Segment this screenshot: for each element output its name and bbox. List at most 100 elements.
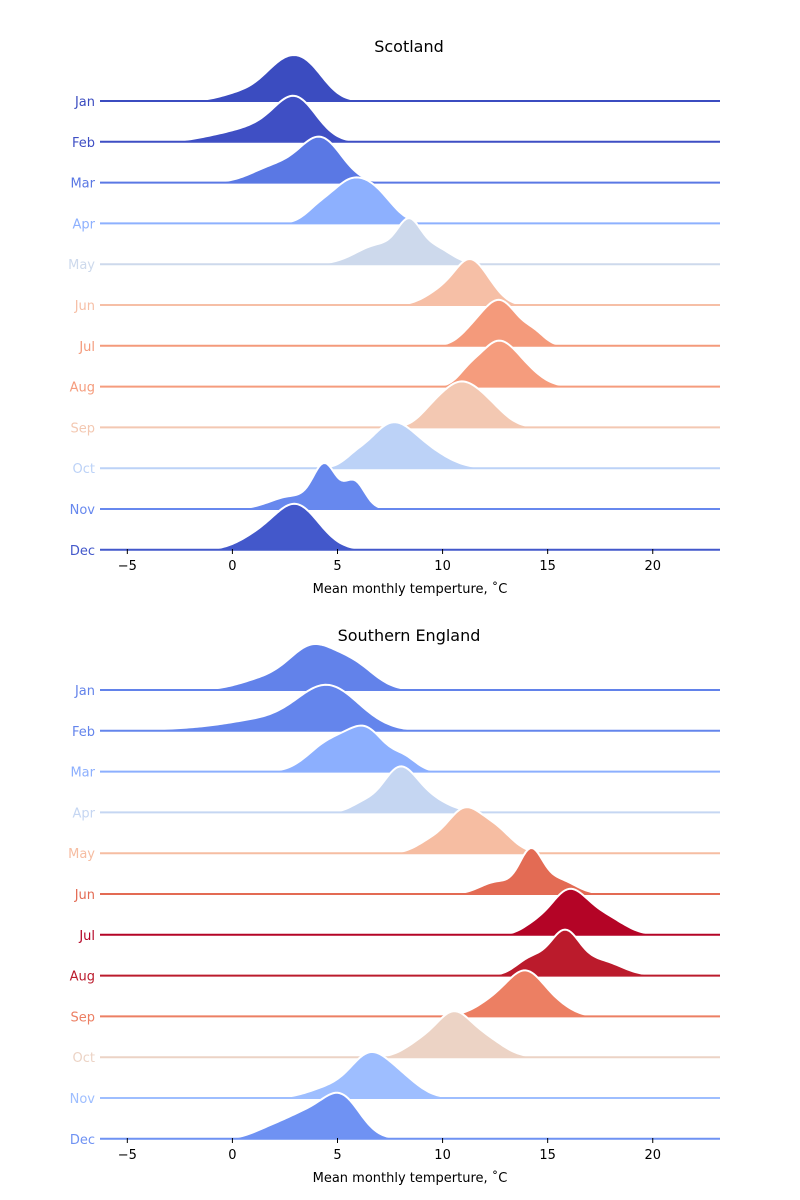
density-outline (100, 463, 720, 509)
ridge-row-may: May (68, 807, 720, 862)
row-label: Mar (70, 177, 95, 192)
ridge-row-aug: Aug (70, 341, 720, 396)
x-tick-label: 15 (539, 1148, 556, 1163)
x-tick-label: 5 (333, 1148, 341, 1163)
row-label: Jan (74, 684, 95, 699)
x-tick-label: 5 (333, 559, 341, 574)
ridge-row-jan: Jan (74, 644, 720, 699)
row-label: Jun (74, 299, 95, 314)
density-fill (100, 55, 720, 101)
density-outline (100, 1093, 720, 1139)
x-axis: −5 0 5 10 15 20 (118, 1138, 661, 1163)
x-tick-label: 0 (228, 559, 236, 574)
x-tick-label: 20 (644, 559, 661, 574)
density-fill (100, 644, 720, 690)
row-label: Feb (72, 725, 95, 740)
ridge-row-jun: Jun (74, 259, 720, 314)
row-label: May (68, 847, 95, 862)
ridge-row-apr: Apr (73, 177, 721, 232)
row-label: Nov (70, 503, 96, 518)
density-fill (100, 463, 720, 509)
row-label: Nov (70, 1092, 96, 1107)
density-fill (100, 766, 720, 812)
ridge-row-feb: Feb (72, 685, 720, 740)
density-outline (100, 807, 720, 853)
density-outline (100, 685, 720, 731)
ridge-row-dec: Dec (70, 504, 720, 559)
density-outline (100, 55, 720, 101)
density-fill (100, 685, 720, 731)
density-outline (100, 259, 720, 305)
row-label: Jun (74, 888, 95, 903)
row-label: Jul (78, 929, 95, 944)
density-outline (100, 930, 720, 976)
row-label: Mar (70, 766, 95, 781)
ridge-row-oct: Oct (73, 1011, 720, 1066)
density-fill (100, 1011, 720, 1057)
density-fill (100, 259, 720, 305)
row-label: Feb (72, 136, 95, 151)
chart-title: Southern England (338, 626, 481, 645)
x-tick-label: 10 (434, 1148, 451, 1163)
density-outline (100, 177, 720, 223)
row-label: Aug (70, 381, 95, 396)
chart-title: Scotland (374, 37, 444, 56)
x-tick-label: −5 (118, 1148, 137, 1163)
panel-southern-england: Southern England Jan Feb Mar Apr May Jun Jul Au… (68, 626, 720, 1186)
row-label: Oct (73, 1051, 95, 1066)
ridge-row-nov: Nov (70, 1052, 720, 1107)
row-label: Oct (73, 462, 95, 477)
density-fill (100, 726, 720, 772)
density-fill (100, 889, 720, 935)
ridge-row-mar: Mar (70, 137, 720, 192)
row-label: Sep (70, 421, 95, 436)
panel-scotland: Scotland Jan Feb Mar Apr May Jun Jul Aug Sep Oct N… (68, 37, 720, 597)
ridge-row-feb: Feb (72, 96, 720, 151)
row-label: Jan (74, 95, 95, 110)
x-tick-label: 0 (228, 1148, 236, 1163)
ridge-row-oct: Oct (73, 422, 720, 477)
x-axis-label: Mean monthly temperture, ˚C (313, 1170, 508, 1186)
ridge-row-jul: Jul (78, 300, 720, 355)
x-axis-label: Mean monthly temperture, ˚C (313, 581, 508, 597)
density-fill (100, 970, 720, 1016)
x-tick-label: 15 (539, 559, 556, 574)
density-fill (100, 341, 720, 387)
row-label: Aug (70, 970, 95, 985)
density-outline (100, 137, 720, 183)
ridge-row-jan: Jan (74, 55, 720, 110)
density-outline (100, 970, 720, 1016)
ridge-row-nov: Nov (70, 463, 720, 518)
row-label: Apr (73, 806, 96, 821)
density-fill (100, 381, 720, 427)
density-outline (100, 504, 720, 550)
ridge-row-dec: Dec (70, 1093, 720, 1148)
ridge-row-jul: Jul (78, 889, 720, 944)
density-outline (100, 300, 720, 346)
ridge-row-apr: Apr (73, 766, 721, 821)
density-fill (100, 300, 720, 346)
density-fill (100, 218, 720, 264)
density-fill (100, 137, 720, 183)
x-tick-label: 10 (434, 559, 451, 574)
density-fill (100, 807, 720, 853)
density-fill (100, 848, 720, 894)
ridge-row-jun: Jun (74, 848, 720, 903)
density-fill (100, 504, 720, 550)
density-outline (100, 96, 720, 142)
density-fill (100, 177, 720, 223)
x-axis: −5 0 5 10 15 20 (118, 549, 661, 574)
row-label: Dec (70, 544, 95, 559)
density-fill (100, 96, 720, 142)
ridge-row-may: May (68, 218, 720, 273)
ridge-row-aug: Aug (70, 930, 720, 985)
ridges: Jan Feb Mar Apr May Jun Jul Aug Sep Oct Nov Dec (68, 644, 720, 1148)
density-outline (100, 644, 720, 690)
density-outline (100, 848, 720, 894)
x-tick-label: −5 (118, 559, 137, 574)
x-tick-label: 20 (644, 1148, 661, 1163)
ridges: Jan Feb Mar Apr May Jun Jul Aug Sep Oct Nov Dec (68, 55, 720, 559)
row-label: Apr (73, 217, 96, 232)
row-label: Dec (70, 1133, 95, 1148)
